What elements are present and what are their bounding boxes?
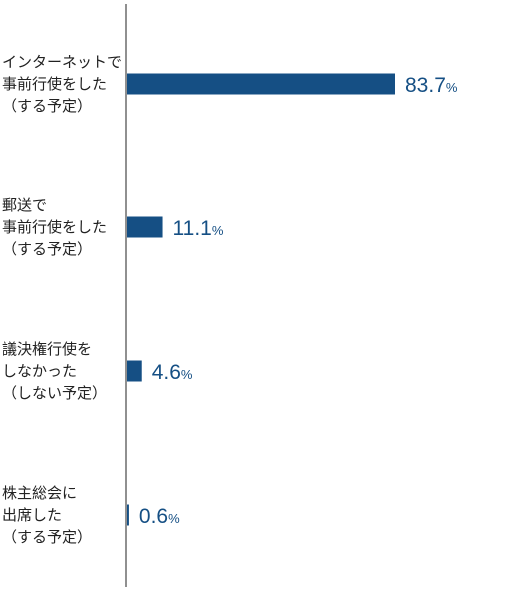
value-label: 4.6% bbox=[152, 361, 193, 384]
bar bbox=[127, 73, 395, 95]
category-label: インターネットで事前行使をした （する予定） bbox=[2, 53, 122, 115]
category-labels: インターネットで事前行使をした（する予定）郵送で事前行使をした（する予定）議決権… bbox=[2, 53, 122, 546]
value-label: 11.1% bbox=[173, 217, 224, 240]
category-label: 議決権行使をしなかった （しない予定） bbox=[2, 340, 107, 402]
value-unit: % bbox=[446, 80, 458, 95]
category-label-line: 株主総会に bbox=[2, 484, 77, 502]
category-label: 株主総会に出席した （する予定） bbox=[2, 484, 92, 546]
value-number: 11.1 bbox=[173, 217, 212, 240]
category-label-line: 事前行使をした bbox=[2, 75, 107, 93]
category-label-line: （する予定） bbox=[2, 240, 92, 258]
category-label-line: （する予定） bbox=[2, 97, 92, 115]
category-label: 郵送で事前行使をした （する予定） bbox=[2, 196, 107, 258]
value-number: 4.6 bbox=[152, 361, 181, 384]
category-label-line: 議決権行使を bbox=[2, 340, 92, 358]
value-number: 83.7 bbox=[405, 74, 446, 97]
bar bbox=[127, 216, 163, 238]
bars bbox=[127, 73, 395, 526]
category-label-line: 事前行使をした bbox=[2, 218, 107, 236]
category-label-line: 出席した bbox=[2, 506, 62, 524]
bar bbox=[127, 360, 142, 382]
value-labels: 83.7%11.1%4.6%0.6% bbox=[139, 74, 458, 528]
category-label-line: しなかった bbox=[2, 362, 77, 380]
category-label-line: （しない予定） bbox=[2, 384, 107, 402]
value-unit: % bbox=[212, 223, 224, 238]
value-number: 0.6 bbox=[139, 505, 168, 528]
value-label: 83.7% bbox=[405, 74, 458, 97]
category-label-line: 郵送で bbox=[2, 196, 47, 214]
bar bbox=[127, 504, 129, 526]
value-unit: % bbox=[168, 511, 180, 526]
value-label: 0.6% bbox=[139, 505, 180, 528]
category-label-line: インターネットで bbox=[2, 53, 122, 71]
value-unit: % bbox=[181, 367, 193, 382]
category-label-line: （する予定） bbox=[2, 528, 92, 546]
